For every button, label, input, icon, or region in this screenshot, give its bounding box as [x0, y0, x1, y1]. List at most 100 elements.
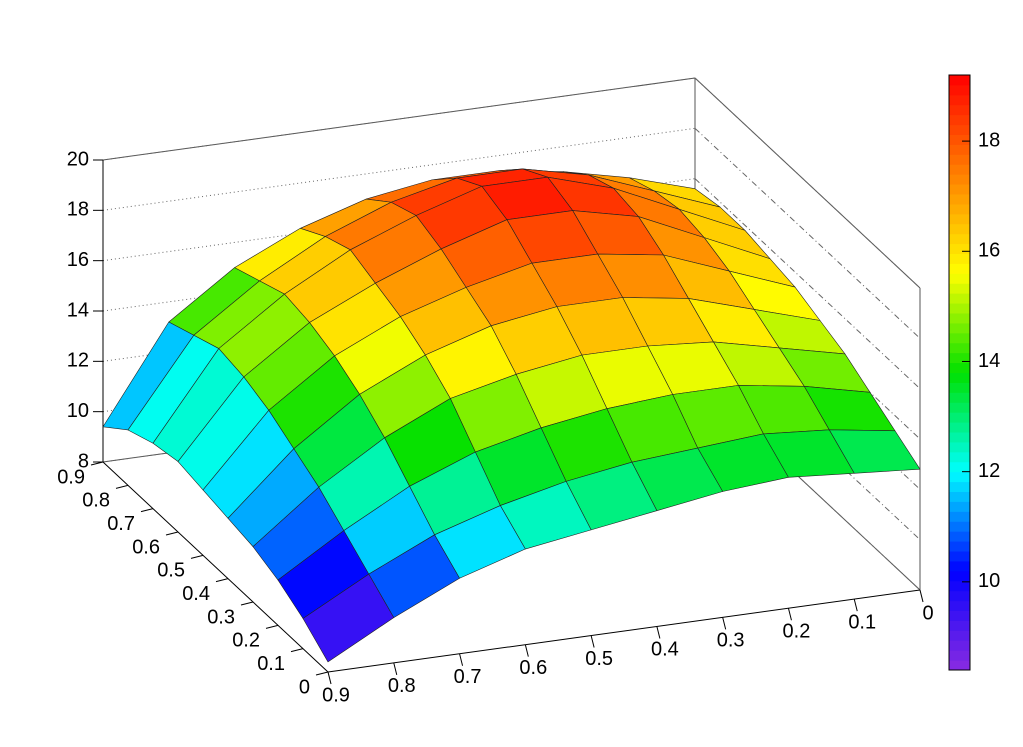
- colorbar-step: [949, 154, 970, 165]
- y-tick-label: 0.9: [57, 466, 85, 488]
- grid-line: [694, 127, 921, 339]
- colorbar-tick-label: 10: [978, 570, 1000, 592]
- colorbar-step: [949, 114, 970, 126]
- y-tick-label: 0.4: [182, 583, 210, 605]
- colorbar-step: [949, 471, 970, 483]
- x-tick: [393, 662, 398, 676]
- colorbar-step: [949, 144, 970, 155]
- colorbar-step: [949, 570, 970, 582]
- x-tick: [853, 598, 858, 612]
- x-tick-label: 0.1: [848, 611, 876, 633]
- x-tick-label: 0.4: [651, 639, 679, 661]
- x-tick: [656, 626, 661, 639]
- colorbar-step: [949, 511, 970, 522]
- colorbar-step: [949, 243, 970, 254]
- x-tick-label: 0.9: [322, 684, 350, 706]
- z-tick-label: 18: [67, 199, 89, 221]
- colorbar-step: [949, 432, 970, 443]
- grid-line: [694, 77, 921, 289]
- y-tick-label: 0.1: [257, 653, 285, 675]
- x-tick: [524, 644, 529, 657]
- surface-cell: [302, 573, 395, 663]
- x-tick-label: 0: [922, 602, 933, 624]
- x-tick: [919, 589, 924, 603]
- colorbar-step: [949, 630, 970, 641]
- colorbar-step: [949, 441, 970, 453]
- colorbar-step: [949, 104, 970, 116]
- colorbar-step: [949, 640, 970, 651]
- colorbar-step: [949, 620, 970, 631]
- colorbar-tick-label: 16: [978, 240, 1000, 262]
- colorbar-step: [949, 372, 970, 383]
- y-axis: [102, 461, 329, 673]
- z-tick-label: 20: [67, 148, 89, 170]
- colorbar-step: [949, 541, 970, 552]
- y-tick: [265, 624, 279, 629]
- z-tick-label: 16: [67, 249, 89, 271]
- colorbar-step: [949, 600, 970, 611]
- colorbar-step: [949, 233, 970, 245]
- colorbar-step: [949, 650, 970, 661]
- y-tick-label: 0.3: [207, 606, 235, 628]
- grid-line: [694, 379, 921, 591]
- colorbar-step: [949, 273, 970, 284]
- colorbar-step: [949, 174, 970, 185]
- grid-line: [694, 228, 921, 440]
- x-tick-label: 0.8: [388, 675, 416, 697]
- colorbar-step: [949, 590, 970, 602]
- y-tick: [215, 578, 229, 583]
- colorbar-step: [949, 461, 970, 473]
- x-tick: [787, 608, 792, 621]
- x-tick: [327, 671, 332, 685]
- colorbar-step: [949, 342, 970, 354]
- x-tick: [722, 617, 727, 630]
- colorbar-step: [949, 293, 970, 304]
- colorbar-step: [949, 362, 970, 373]
- z-tick-label: 12: [67, 350, 89, 372]
- y-tick: [165, 531, 179, 536]
- y-tick: [315, 671, 329, 676]
- x-tick: [459, 653, 464, 666]
- colorbar-step: [949, 660, 970, 671]
- y-tick: [90, 461, 104, 466]
- colorbar-step: [949, 164, 970, 175]
- colorbar-tick-label: 18: [978, 129, 1000, 151]
- colorbar-step: [949, 283, 970, 294]
- box-edge: [102, 77, 696, 161]
- x-tick: [590, 635, 595, 648]
- colorbar-step: [949, 481, 970, 492]
- colorbar-step: [949, 580, 970, 592]
- grid-line: [694, 329, 921, 541]
- x-tick-label: 0.3: [717, 630, 745, 652]
- colorbar-step: [949, 253, 970, 264]
- colorbar-step: [949, 263, 970, 274]
- colorbar-step: [949, 422, 970, 433]
- colorbar-step: [949, 213, 970, 225]
- colorbar-step: [949, 124, 970, 135]
- colorbar-step: [949, 94, 970, 106]
- y-tick: [115, 484, 129, 489]
- z-tick-label: 14: [67, 299, 89, 321]
- x-tick-label: 0.6: [519, 657, 547, 679]
- y-tick: [190, 554, 204, 559]
- colorbar-step: [949, 134, 970, 145]
- z-tick-label: 10: [67, 400, 89, 422]
- colorbar-step: [949, 352, 970, 364]
- colorbar-step: [949, 382, 970, 393]
- colorbar-tick-label: 12: [978, 460, 1000, 482]
- colorbar-step: [949, 84, 970, 96]
- colorbar-step: [949, 223, 970, 235]
- x-tick-label: 0.2: [783, 621, 811, 643]
- y-tick-label: 0.6: [132, 536, 160, 558]
- colorbar-step: [949, 322, 970, 334]
- y-tick-label: 0.2: [232, 630, 260, 652]
- x-tick-label: 0.5: [585, 648, 613, 670]
- colorbar-step: [949, 203, 970, 215]
- colorbar-step: [949, 491, 970, 502]
- colorbar-step: [949, 313, 970, 324]
- colorbar-step: [949, 184, 970, 195]
- colorbar-step: [949, 560, 970, 572]
- colorbar-step: [949, 412, 970, 423]
- colorbar-frame: [948, 74, 971, 671]
